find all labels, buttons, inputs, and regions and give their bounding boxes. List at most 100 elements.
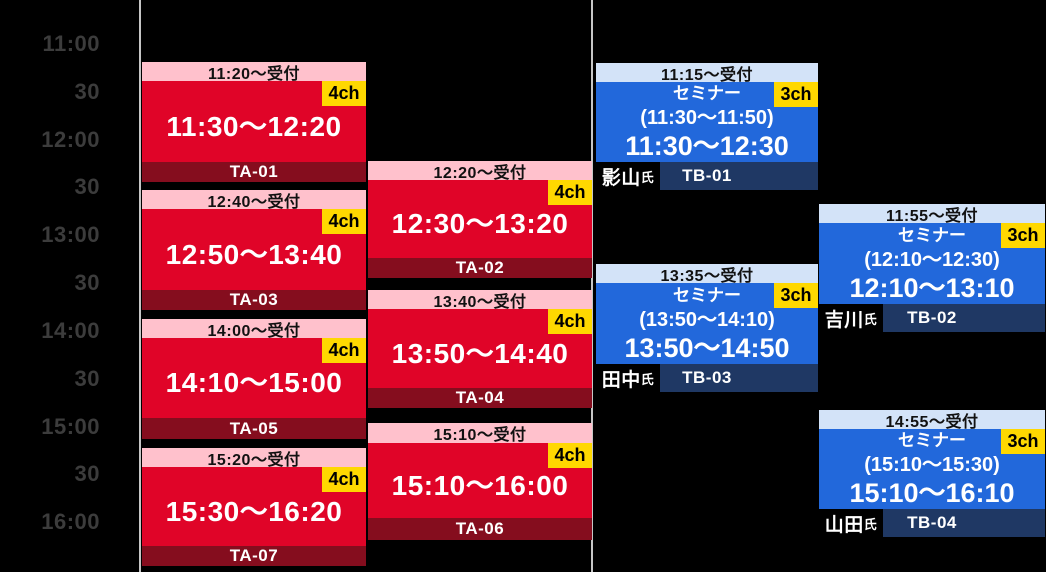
time-axis-label: 30 <box>74 174 100 199</box>
event-block-TA-04[interactable]: 13:40〜受付 4ch 13:50〜14:40 TA-04 <box>368 290 592 408</box>
event-body: 3ch セミナー (15:10〜15:30) 15:10〜16:10 <box>819 429 1045 509</box>
channel-badge: 4ch <box>322 467 366 492</box>
event-code: TB-03 <box>682 368 732 387</box>
event-code: TA-07 <box>229 546 279 565</box>
speaker-name: 影山 <box>601 167 641 189</box>
speaker-name-box: 山田氏 <box>819 509 883 537</box>
event-body: 4ch 15:30〜16:20 <box>142 467 366 546</box>
time-axis-label: 30 <box>74 461 100 486</box>
event-time: 12:50〜13:40 <box>165 238 343 270</box>
event-body: 3ch セミナー (13:50〜14:10) 13:50〜14:50 <box>596 283 818 364</box>
event-code: TA-05 <box>229 418 279 438</box>
channel-badge: 4ch <box>322 81 366 106</box>
event-footer: TA-05 <box>142 418 366 439</box>
speaker-name-box: 影山氏 <box>596 162 660 190</box>
event-code: TB-04 <box>907 513 957 532</box>
speaker-name-box: 田中氏 <box>596 364 660 392</box>
seminar-label: セミナー <box>898 431 966 450</box>
reception-header: 15:10〜受付 <box>368 423 592 444</box>
event-footer: 吉川氏 TB-02 <box>819 304 1045 332</box>
event-footer: TA-06 <box>368 518 592 540</box>
event-block-TA-06[interactable]: 15:10〜受付 4ch 15:10〜16:00 TA-06 <box>368 423 592 540</box>
event-time: 14:10〜15:00 <box>165 367 343 398</box>
event-footer: TA-03 <box>142 290 366 310</box>
time-axis-label: 30 <box>74 366 100 391</box>
divider-line <box>591 0 593 572</box>
channel-badge: 4ch <box>548 443 592 468</box>
event-time: 15:30〜16:20 <box>165 495 343 527</box>
event-time: 15:10〜16:10 <box>849 478 1015 508</box>
speaker-honorific: 氏 <box>640 169 655 185</box>
reception-header: 15:20〜受付 <box>142 448 366 469</box>
event-footer: TA-02 <box>368 258 592 278</box>
time-axis-label: 16:00 <box>41 509 100 534</box>
time-axis-label: 11:00 <box>42 31 100 56</box>
event-body: 4ch 12:50〜13:40 <box>142 209 366 290</box>
event-block-TB-01[interactable]: 11:15〜受付 3ch セミナー (11:30〜11:50) 11:30〜12:30 影… <box>596 63 818 190</box>
event-body: 4ch 11:30〜12:20 <box>142 81 366 162</box>
event-code: TA-02 <box>455 258 505 277</box>
reception-header: 11:55〜受付 <box>819 204 1045 225</box>
event-code: TA-06 <box>455 519 505 538</box>
reception-header: 12:20〜受付 <box>368 161 592 182</box>
seminar-time: (12:10〜12:30) <box>864 248 1000 271</box>
event-time: 11:30〜12:30 <box>625 131 789 161</box>
speaker-honorific: 氏 <box>863 311 878 327</box>
speaker-name: 山田 <box>824 514 864 536</box>
event-block-TB-04[interactable]: 14:55〜受付 3ch セミナー (15:10〜15:30) 15:10〜16:10 山… <box>819 410 1045 537</box>
time-axis-label: 13:00 <box>41 222 100 247</box>
event-time: 12:10〜13:10 <box>849 272 1015 303</box>
seminar-label: セミナー <box>673 84 741 103</box>
reception-header: 14:00〜受付 <box>142 319 366 340</box>
event-block-TB-03[interactable]: 13:35〜受付 3ch セミナー (13:50〜14:10) 13:50〜14:50 田… <box>596 264 818 392</box>
channel-badge: 3ch <box>774 283 818 308</box>
time-axis-label: 30 <box>74 270 100 295</box>
event-block-TB-02[interactable]: 11:55〜受付 3ch セミナー (12:10〜12:30) 12:10〜13:10 吉… <box>819 204 1045 332</box>
event-block-TA-07[interactable]: 15:20〜受付 4ch 15:30〜16:20 TA-07 <box>142 448 366 566</box>
speaker-name: 田中 <box>601 369 641 391</box>
reception-header: 14:55〜受付 <box>819 410 1045 431</box>
seminar-label: セミナー <box>673 285 741 305</box>
event-code: TA-04 <box>455 388 505 407</box>
event-body: 4ch 12:30〜13:20 <box>368 180 592 258</box>
event-body: 3ch セミナー (12:10〜12:30) 12:10〜13:10 <box>819 223 1045 304</box>
event-code: TA-03 <box>229 290 279 309</box>
event-time: 12:30〜13:20 <box>391 208 569 239</box>
reception-header: 11:15〜受付 <box>596 63 818 84</box>
event-code: TB-01 <box>682 166 732 185</box>
event-code: TB-02 <box>907 308 957 327</box>
event-footer: TA-07 <box>142 546 366 566</box>
time-axis-label: 15:00 <box>41 414 100 439</box>
seminar-time: (11:30〜11:50) <box>640 107 774 129</box>
reception-header: 13:40〜受付 <box>368 290 592 311</box>
seminar-time: (15:10〜15:30) <box>864 454 1000 476</box>
time-axis-label: 30 <box>74 79 100 104</box>
event-code: TA-01 <box>229 162 279 181</box>
event-time: 11:30〜12:20 <box>166 110 342 142</box>
speaker-honorific: 氏 <box>863 516 878 532</box>
reception-header: 11:20〜受付 <box>142 62 366 83</box>
reception-header: 13:35〜受付 <box>596 264 818 285</box>
channel-badge: 3ch <box>774 82 818 107</box>
event-footer: TA-04 <box>368 388 592 408</box>
event-time: 15:10〜16:00 <box>391 469 569 501</box>
seminar-label: セミナー <box>898 225 966 245</box>
divider-line <box>139 0 141 572</box>
event-block-TA-05[interactable]: 14:00〜受付 4ch 14:10〜15:00 TA-05 <box>142 319 366 439</box>
speaker-honorific: 氏 <box>640 371 655 387</box>
speaker-name: 吉川 <box>824 309 864 331</box>
event-block-TA-02[interactable]: 12:20〜受付 4ch 12:30〜13:20 TA-02 <box>368 161 592 278</box>
event-body: 4ch 14:10〜15:00 <box>142 338 366 418</box>
event-body: 4ch 15:10〜16:00 <box>368 443 592 518</box>
seminar-time: (13:50〜14:10) <box>639 308 775 331</box>
time-axis-label: 14:00 <box>41 318 100 343</box>
event-footer: 田中氏 TB-03 <box>596 364 818 392</box>
event-block-TA-03[interactable]: 12:40〜受付 4ch 12:50〜13:40 TA-03 <box>142 190 366 310</box>
event-block-TA-01[interactable]: 11:20〜受付 4ch 11:30〜12:20 TA-01 <box>142 62 366 182</box>
speaker-name-box: 吉川氏 <box>819 304 883 332</box>
event-time: 13:50〜14:50 <box>624 332 790 363</box>
reception-header: 12:40〜受付 <box>142 190 366 211</box>
channel-badge: 3ch <box>1001 223 1045 248</box>
event-time: 13:50〜14:40 <box>391 337 569 369</box>
event-footer: 山田氏 TB-04 <box>819 509 1045 537</box>
